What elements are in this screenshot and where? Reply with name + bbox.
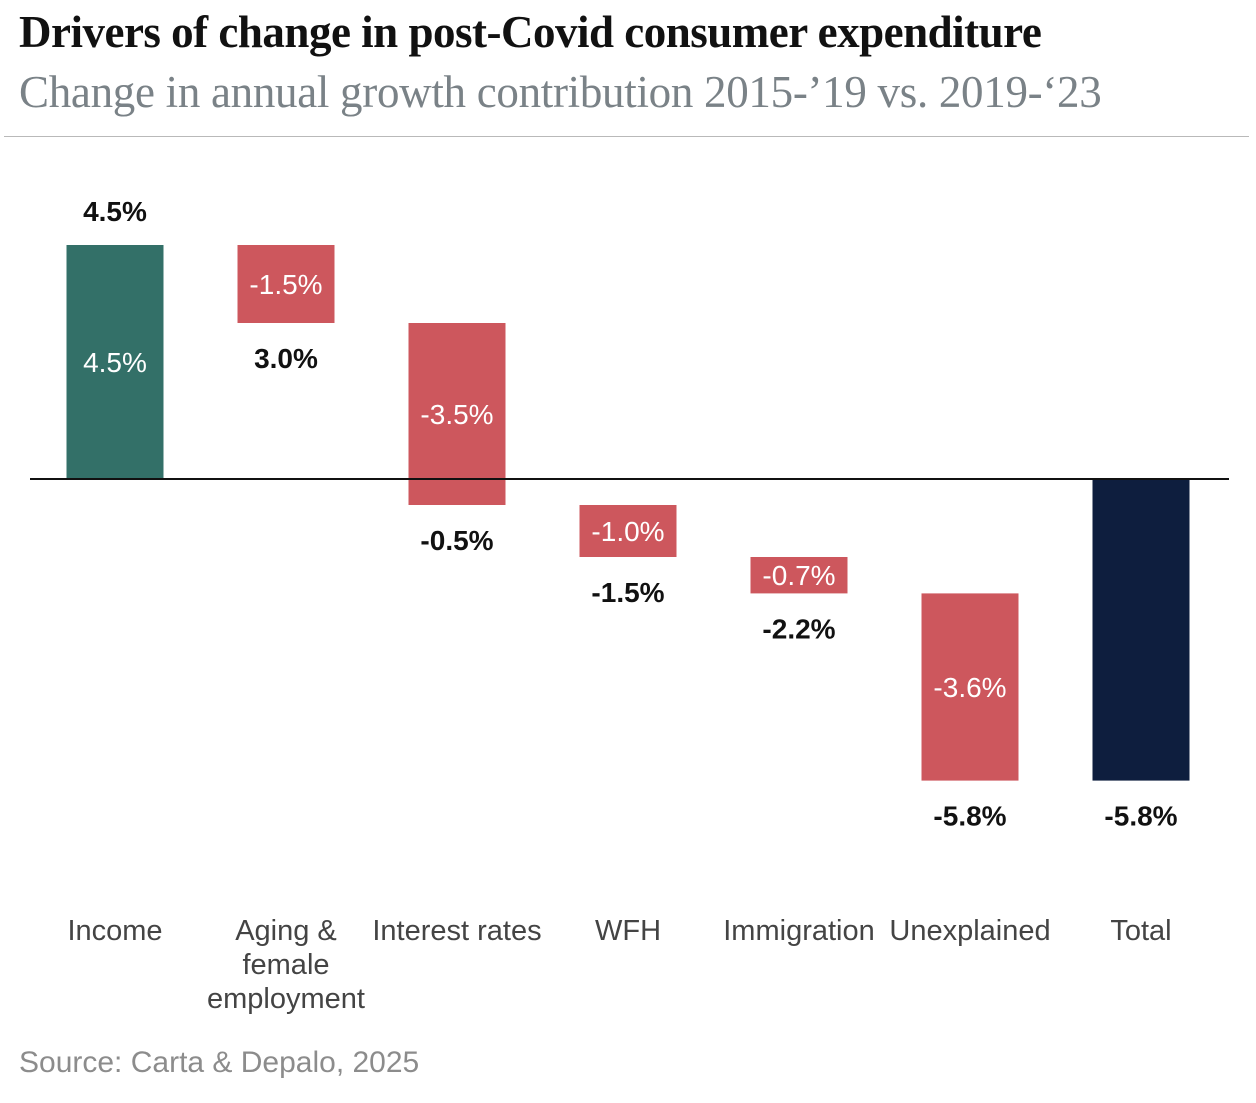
bar-2 (408, 323, 506, 505)
running-total-label-1: 3.0% (254, 343, 318, 374)
running-total-label-0: 4.5% (83, 196, 147, 227)
bar-4 (750, 557, 848, 594)
bar-6 (1092, 479, 1190, 781)
chart-title: Drivers of change in post-Covid consumer… (19, 7, 1042, 57)
running-total-label-2: -0.5% (420, 525, 493, 556)
category-label-2: Interest rates (372, 915, 541, 947)
running-total-label-5: -5.8% (933, 801, 1006, 832)
category-label-5: Unexplained (889, 915, 1050, 947)
category-label-0: Income (67, 915, 162, 947)
bar-3 (579, 505, 677, 557)
source-note: Source: Carta & Depalo, 2025 (19, 1046, 420, 1079)
category-label-3: WFH (595, 915, 661, 947)
bar-value-label-3: -1.0% (591, 516, 664, 547)
bar-0 (66, 245, 164, 479)
category-label-4: Immigration (723, 915, 875, 947)
running-total-label-3: -1.5% (591, 577, 664, 608)
header-divider (4, 136, 1249, 137)
chart-subtitle: Change in annual growth contribution 201… (19, 67, 1102, 117)
category-label-6: Total (1110, 915, 1171, 947)
running-total-label-4: -2.2% (762, 613, 835, 644)
running-total-label-6: -5.8% (1104, 801, 1177, 832)
waterfall-chart: 4.5% 4.5% Income -1.5% 3.0% Aging & female empl… (30, 196, 1229, 1015)
bar-value-label-4: -0.7% (762, 560, 835, 591)
bar-value-label-2: -3.5% (420, 399, 493, 430)
bar-value-label-5: -3.6% (933, 672, 1006, 703)
bar-value-label-1: -1.5% (249, 269, 322, 300)
bar-1 (237, 245, 335, 323)
bar-5 (921, 593, 1019, 781)
category-label-1: Aging & female employment (207, 915, 365, 1015)
bar-value-label-0: 4.5% (83, 347, 147, 378)
